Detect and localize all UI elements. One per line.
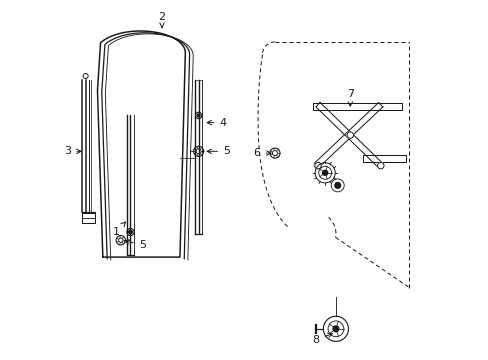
Circle shape [314, 162, 321, 169]
Circle shape [197, 114, 200, 117]
Bar [81, 213, 95, 223]
Text: 6: 6 [253, 148, 270, 158]
Text: 3: 3 [64, 146, 81, 156]
Text: 5: 5 [207, 146, 229, 156]
Circle shape [334, 183, 340, 188]
Polygon shape [312, 103, 402, 110]
Text: 8: 8 [312, 333, 332, 345]
Text: 4: 4 [207, 118, 226, 128]
Polygon shape [313, 103, 382, 168]
Text: 1: 1 [112, 222, 125, 237]
Text: 7: 7 [346, 89, 353, 106]
Polygon shape [362, 156, 405, 162]
Text: 5: 5 [124, 239, 145, 249]
Circle shape [377, 162, 383, 169]
Polygon shape [315, 103, 382, 168]
Circle shape [128, 230, 132, 234]
Circle shape [346, 132, 353, 138]
Circle shape [332, 326, 338, 332]
Circle shape [322, 170, 327, 175]
Text: 2: 2 [158, 12, 165, 28]
